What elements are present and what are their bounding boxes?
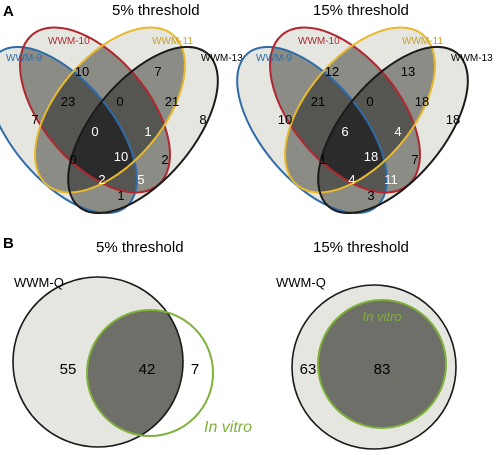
count-10-11-13: 1 xyxy=(144,124,151,139)
invitro-circle xyxy=(86,309,214,437)
count-only10: 10 xyxy=(75,64,89,79)
set-label-invitro: In vitro xyxy=(204,419,252,436)
count-9-11-13: 11 xyxy=(384,172,398,187)
count-9-11: 0 xyxy=(69,152,76,167)
set-label-wwmq: WWM-Q xyxy=(14,275,64,290)
set-label-wwm9: WWM-9 xyxy=(6,53,43,64)
set-label-wwm9: WWM-9 xyxy=(256,53,293,64)
count-only9: 10 xyxy=(278,112,292,127)
count-11-13: 21 xyxy=(165,94,179,109)
count-only-q: 55 xyxy=(60,361,77,378)
count-only13: 8 xyxy=(199,112,206,127)
count-10-13: 7 xyxy=(411,152,418,167)
count-9-10: 21 xyxy=(311,94,325,109)
panel-b-label: B xyxy=(3,235,14,252)
count-both: 42 xyxy=(139,361,156,378)
venn4-15pct: 15% threshold WWM-9 WWM-10 WWM-11 WWM-13… xyxy=(208,0,497,240)
wwmq-circle xyxy=(12,276,184,448)
set-label-invitro: In vitro xyxy=(362,309,401,324)
count-all: 18 xyxy=(364,149,378,164)
venn2-5pct: 5% threshold WWM-Q In vitro 55 42 7 xyxy=(12,239,252,448)
count-9-11: 1 xyxy=(319,152,326,167)
count-9-13: 1 xyxy=(117,188,124,203)
venn2-15pct: 15% threshold WWM-Q In vitro 63 83 xyxy=(276,239,457,450)
count-9-10: 23 xyxy=(61,94,75,109)
invitro-circle xyxy=(317,299,447,429)
count-10-11: 0 xyxy=(366,94,373,109)
set-label-wwm10: WWM-10 xyxy=(298,36,340,47)
region-counts: 10 12 13 18 21 0 18 6 4 18 1 7 4 11 3 xyxy=(278,64,460,203)
count-only11: 13 xyxy=(401,64,415,79)
venn2-title: 15% threshold xyxy=(313,239,409,256)
count-all: 10 xyxy=(114,149,128,164)
set-label-wwm13: WWM-13 xyxy=(201,53,243,64)
count-both: 83 xyxy=(374,361,391,378)
count-only13: 18 xyxy=(446,112,460,127)
set-label-wwmq: WWM-Q xyxy=(276,275,326,290)
count-only10: 12 xyxy=(325,64,339,79)
count-10-11: 0 xyxy=(116,94,123,109)
set-label-wwm10: WWM-10 xyxy=(48,36,90,47)
count-10-11-13: 4 xyxy=(394,124,401,139)
count-9-10-13: 4 xyxy=(348,172,355,187)
count-only9: 7 xyxy=(31,112,38,127)
venn2-title: 5% threshold xyxy=(96,239,184,256)
panel-a-label: A xyxy=(3,3,14,20)
count-9-10-11: 6 xyxy=(341,124,348,139)
venn4-5pct: 5% threshold WWM-9 WWM-10 WWM-11 WWM-13 xyxy=(0,0,247,240)
count-9-11-13: 5 xyxy=(137,172,144,187)
venn4-title: 5% threshold xyxy=(112,2,200,19)
count-10-13: 2 xyxy=(161,152,168,167)
set-label-wwm11: WWM-11 xyxy=(152,36,193,47)
venn4-title: 15% threshold xyxy=(313,2,409,19)
set-label-wwm11: WWM-11 xyxy=(402,36,443,47)
count-9-10-13: 2 xyxy=(98,172,105,187)
count-9-10-11: 0 xyxy=(91,124,98,139)
count-only-vitro: 7 xyxy=(191,361,199,378)
count-9-13: 3 xyxy=(367,188,374,203)
set-label-wwm13: WWM-13 xyxy=(451,53,493,64)
count-11-13: 18 xyxy=(415,94,429,109)
region-counts: 7 10 7 8 23 0 21 0 1 10 0 2 2 5 1 xyxy=(31,64,206,203)
count-only-q: 63 xyxy=(300,361,317,378)
count-only11: 7 xyxy=(154,64,161,79)
